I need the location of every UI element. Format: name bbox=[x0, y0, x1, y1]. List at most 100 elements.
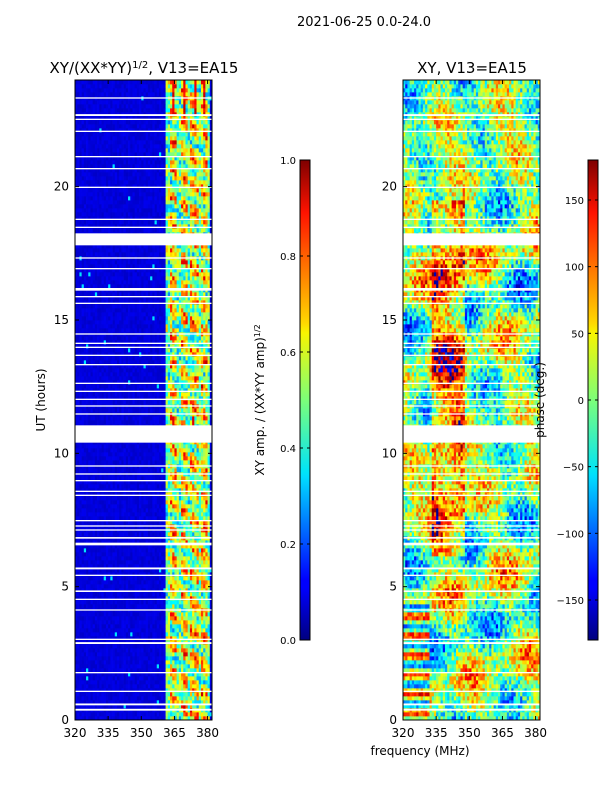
heatmap-cell bbox=[196, 704, 200, 709]
heatmap-cell bbox=[205, 516, 208, 521]
heatmap-cell bbox=[139, 692, 142, 697]
heatmap-cell bbox=[88, 504, 91, 509]
heatmap-cell bbox=[178, 520, 182, 525]
heatmap-cell bbox=[189, 712, 193, 717]
heatmap-cell bbox=[94, 508, 98, 513]
heatmap-cell bbox=[178, 448, 182, 453]
heatmap-cell bbox=[185, 660, 189, 665]
heatmap-cell bbox=[92, 504, 96, 509]
heatmap-cell bbox=[183, 488, 186, 493]
heatmap-cell bbox=[97, 564, 100, 569]
heatmap-cell bbox=[165, 692, 169, 697]
heatmap-cell bbox=[105, 604, 109, 609]
heatmap-cell bbox=[97, 408, 100, 413]
heatmap-cell bbox=[103, 604, 107, 609]
heatmap-cell bbox=[105, 692, 109, 697]
heatmap-cell bbox=[121, 496, 124, 501]
heatmap-cell bbox=[192, 652, 195, 657]
heatmap-cell bbox=[170, 532, 173, 537]
heatmap-cell bbox=[181, 624, 184, 629]
heatmap-cell bbox=[110, 680, 113, 685]
heatmap-cell bbox=[99, 604, 102, 609]
heatmap-cell bbox=[158, 544, 162, 549]
heatmap-cell bbox=[103, 588, 107, 593]
heatmap-cell bbox=[94, 596, 98, 601]
heatmap-cell bbox=[192, 516, 195, 521]
heatmap-cell bbox=[139, 712, 142, 717]
heatmap-cell bbox=[161, 556, 164, 561]
heatmap-cell bbox=[75, 504, 78, 509]
heatmap-cell bbox=[79, 484, 82, 489]
heatmap-cell bbox=[128, 520, 131, 525]
heatmap-cell bbox=[205, 508, 208, 513]
heatmap-cell bbox=[176, 616, 180, 621]
heatmap-cell bbox=[200, 416, 204, 421]
heatmap-cell bbox=[167, 576, 171, 581]
heatmap-cell bbox=[116, 616, 120, 621]
heatmap-cell bbox=[134, 496, 138, 501]
heatmap-cell bbox=[88, 580, 91, 585]
heatmap-cell bbox=[119, 592, 122, 597]
heatmap-cell bbox=[154, 624, 158, 629]
heatmap-cell bbox=[97, 516, 100, 521]
heatmap-cell bbox=[141, 396, 144, 401]
heatmap-cell bbox=[161, 488, 164, 493]
heatmap-cell bbox=[165, 628, 169, 633]
heatmap-cell bbox=[125, 620, 129, 625]
heatmap-cell bbox=[75, 648, 78, 653]
heatmap-cell bbox=[116, 568, 120, 573]
heatmap-cell bbox=[141, 532, 144, 537]
heatmap-cell bbox=[145, 624, 149, 629]
heatmap-cell bbox=[194, 444, 197, 449]
heatmap-cell bbox=[119, 416, 122, 421]
heatmap-cell bbox=[121, 512, 124, 517]
heatmap-cell bbox=[187, 400, 191, 405]
heatmap-cell bbox=[123, 672, 127, 677]
heatmap-cell bbox=[163, 700, 166, 705]
heatmap-cell bbox=[97, 604, 100, 609]
heatmap-cell bbox=[187, 480, 191, 485]
heatmap-cell bbox=[81, 684, 85, 689]
heatmap-cell bbox=[112, 588, 116, 593]
heatmap-cell bbox=[112, 596, 116, 601]
heatmap-cell bbox=[116, 632, 120, 637]
heatmap-cell bbox=[172, 620, 175, 625]
heatmap-cell bbox=[86, 660, 89, 665]
heatmap-cell bbox=[143, 648, 147, 653]
heatmap-cell bbox=[147, 600, 151, 605]
heatmap-cell bbox=[189, 408, 193, 413]
heatmap-cell bbox=[125, 492, 129, 497]
heatmap-cell bbox=[205, 620, 208, 625]
heatmap-cell bbox=[200, 400, 204, 405]
heatmap-cell bbox=[167, 664, 171, 669]
heatmap-cell bbox=[194, 560, 197, 565]
heatmap-cell bbox=[139, 620, 142, 625]
heatmap-cell bbox=[119, 508, 122, 513]
heatmap-cell bbox=[141, 548, 144, 553]
heatmap-cell bbox=[130, 540, 133, 545]
heatmap-cell bbox=[183, 592, 186, 597]
heatmap-cell bbox=[97, 612, 100, 617]
heatmap-cell bbox=[125, 632, 129, 637]
heatmap-cell bbox=[143, 636, 147, 641]
heatmap-cell bbox=[181, 652, 184, 657]
heatmap-cell bbox=[103, 712, 107, 717]
heatmap-cell bbox=[116, 696, 120, 701]
heatmap-cell bbox=[143, 496, 147, 501]
heatmap-cell bbox=[161, 620, 164, 625]
heatmap-cell bbox=[130, 444, 133, 449]
heatmap-cell bbox=[132, 468, 136, 473]
heatmap-cell bbox=[116, 500, 120, 505]
heatmap-cell bbox=[189, 484, 193, 489]
heatmap-cell bbox=[94, 500, 98, 505]
heatmap-cell bbox=[196, 484, 200, 489]
heatmap-cell bbox=[200, 620, 204, 625]
heatmap-cell bbox=[161, 508, 164, 513]
heatmap-cell bbox=[183, 704, 186, 709]
heatmap-cell bbox=[114, 504, 118, 509]
heatmap-cell bbox=[196, 676, 200, 681]
heatmap-cell bbox=[154, 592, 158, 597]
heatmap-cell bbox=[170, 664, 173, 669]
heatmap-cell bbox=[92, 512, 96, 517]
heatmap-cell bbox=[101, 492, 105, 497]
